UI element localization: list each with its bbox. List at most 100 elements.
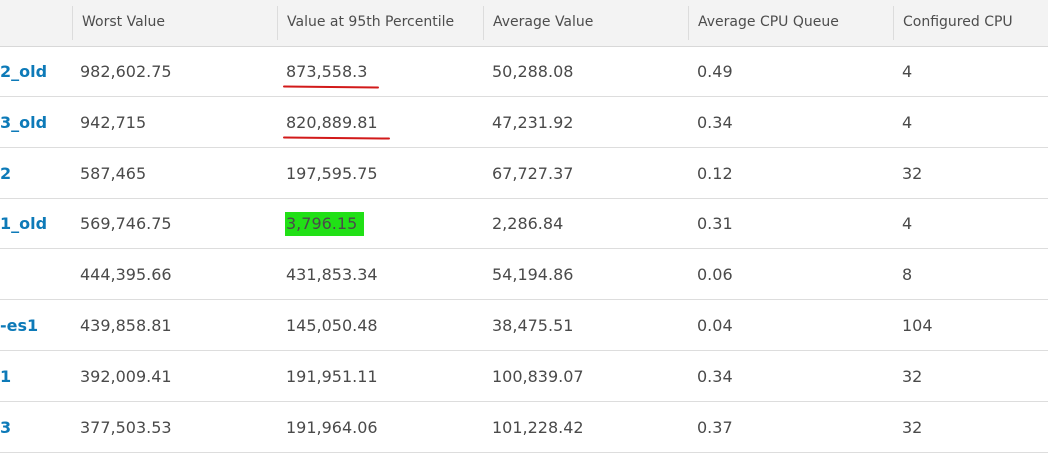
- cell-p95: 191,964.06: [286, 403, 378, 453]
- cell-worst: 377,503.53: [80, 403, 172, 453]
- cell-value: 942,715: [80, 113, 147, 132]
- cell-name: 2: [0, 149, 11, 199]
- cell-value: 0.34: [697, 367, 733, 386]
- cell-worst: 392,009.41: [80, 352, 172, 402]
- cell-cpu: 4: [902, 47, 912, 97]
- cell-name: 2_old: [0, 47, 47, 97]
- cell-cpuq: 0.06: [697, 250, 733, 300]
- cell-cpu: 32: [902, 149, 922, 199]
- cell-value: 191,964.06: [286, 418, 378, 437]
- column-header-average-value[interactable]: Average Value: [483, 6, 688, 40]
- cell-avg: 67,727.37: [492, 149, 573, 199]
- cell-name: -es1: [0, 301, 38, 351]
- cell-value: 982,602.75: [80, 62, 172, 81]
- cell-name: 3_old: [0, 98, 47, 148]
- cell-worst: 982,602.75: [80, 47, 172, 97]
- cell-avg: 47,231.92: [492, 98, 573, 148]
- cell-cpuq: 0.34: [697, 98, 733, 148]
- cell-worst: 444,395.66: [80, 250, 172, 300]
- cell-cpu: 4: [902, 199, 912, 249]
- cell-cpuq: 0.49: [697, 47, 733, 97]
- row-name-link[interactable]: 1_old: [0, 214, 48, 233]
- row-name-link[interactable]: 2_old: [0, 62, 48, 81]
- cell-value: 67,727.37: [492, 164, 574, 183]
- annotated-highlight-value: 3,796.15: [285, 212, 365, 236]
- cell-value: 0.31: [697, 214, 733, 233]
- row-name-link[interactable]: 3_old: [0, 113, 48, 132]
- column-header-name[interactable]: [0, 0, 72, 46]
- cell-value: 0.34: [697, 113, 733, 132]
- cell-worst: 439,858.81: [80, 301, 172, 351]
- column-header-95th-percentile[interactable]: Value at 95th Percentile: [277, 6, 483, 40]
- cell-value: 377,503.53: [80, 418, 172, 437]
- row-name-link[interactable]: 3: [0, 418, 12, 437]
- cell-p95: 820,889.81: [286, 98, 378, 148]
- table-row[interactable]: 1 392,009.41 191,951.11 100,839.07 0.34 32: [0, 352, 1048, 402]
- grid-header: Worst Value Value at 95th Percentile Ave…: [0, 0, 1048, 47]
- cell-value: 8: [902, 265, 913, 284]
- cell-value: 0.37: [697, 418, 733, 437]
- annotated-underline-value: 820,889.81: [286, 98, 378, 148]
- cell-avg: 54,194.86: [492, 250, 573, 300]
- cell-value: 38,475.51: [492, 316, 574, 335]
- cell-cpu: 4: [902, 98, 912, 148]
- cell-p95: 197,595.75: [286, 149, 378, 199]
- cell-value: 104: [902, 316, 933, 335]
- cell-value: 50,288.08: [492, 62, 574, 81]
- cell-value: 4: [902, 214, 913, 233]
- cell-worst: 942,715: [80, 98, 146, 148]
- cell-cpuq: 0.31: [697, 199, 733, 249]
- cell-cpu: 8: [902, 250, 912, 300]
- table-row[interactable]: 444,395.66 431,853.34 54,194.86 0.06 8: [0, 250, 1048, 300]
- cell-value: 0.04: [697, 316, 733, 335]
- cell-worst: 587,465: [80, 149, 146, 199]
- cell-value: 0.06: [697, 265, 733, 284]
- cell-p95: 431,853.34: [286, 250, 378, 300]
- cell-value: 0.12: [697, 164, 733, 183]
- cell-cpuq: 0.04: [697, 301, 733, 351]
- row-name-link[interactable]: 1: [0, 367, 12, 386]
- cell-avg: 101,228.42: [492, 403, 584, 453]
- cell-value: 32: [902, 418, 923, 437]
- cell-value: 4: [902, 62, 913, 81]
- table-row[interactable]: 3_old 942,715 820,889.81 47,231.92 0.34 4: [0, 98, 1048, 148]
- cell-p95: 3,796.15: [285, 199, 365, 249]
- cell-name: 1_old: [0, 199, 47, 249]
- row-name-link[interactable]: -es1: [0, 316, 39, 335]
- cell-value: 54,194.86: [492, 265, 574, 284]
- cell-value: 100,839.07: [492, 367, 584, 386]
- cell-cpu: 32: [902, 352, 922, 402]
- cell-value: 32: [902, 164, 923, 183]
- cell-cpu: 104: [902, 301, 933, 351]
- table-row[interactable]: 2 587,465 197,595.75 67,727.37 0.12 32: [0, 149, 1048, 199]
- cell-avg: 50,288.08: [492, 47, 573, 97]
- cell-worst: 569,746.75: [80, 199, 172, 249]
- cell-cpuq: 0.37: [697, 403, 733, 453]
- cell-value: 444,395.66: [80, 265, 172, 284]
- cell-value: 2,286.84: [492, 214, 564, 233]
- cell-value: 439,858.81: [80, 316, 172, 335]
- row-name-link[interactable]: 2: [0, 164, 12, 183]
- column-header-average-cpu-queue[interactable]: Average CPU Queue: [688, 6, 893, 40]
- table-row[interactable]: 2_old 982,602.75 873,558.3 50,288.08 0.49 4: [0, 47, 1048, 97]
- table-row[interactable]: 3 377,503.53 191,964.06 101,228.42 0.37 32: [0, 403, 1048, 453]
- table-row[interactable]: 1_old 569,746.75 3,796.15 2,286.84 0.31 4: [0, 199, 1048, 249]
- cell-name: 1: [0, 352, 11, 402]
- cell-value: 569,746.75: [80, 214, 172, 233]
- table-row[interactable]: -es1 439,858.81 145,050.48 38,475.51 0.04 104: [0, 301, 1048, 351]
- cell-value: 145,050.48: [286, 316, 378, 335]
- cell-value: 392,009.41: [80, 367, 172, 386]
- cell-value: 47,231.92: [492, 113, 574, 132]
- cell-value: 191,951.11: [286, 367, 378, 386]
- cell-value: 101,228.42: [492, 418, 584, 437]
- column-header-configured-cpu[interactable]: Configured CPU: [893, 6, 1048, 40]
- cell-value: 431,853.34: [286, 265, 378, 284]
- cell-avg: 2,286.84: [492, 199, 563, 249]
- column-header-worst-value[interactable]: Worst Value: [72, 6, 277, 40]
- cell-p95: 191,951.11: [286, 352, 378, 402]
- cell-value: 197,595.75: [286, 164, 378, 183]
- cell-cpuq: 0.12: [697, 149, 733, 199]
- cell-name: 3: [0, 403, 11, 453]
- cell-avg: 38,475.51: [492, 301, 573, 351]
